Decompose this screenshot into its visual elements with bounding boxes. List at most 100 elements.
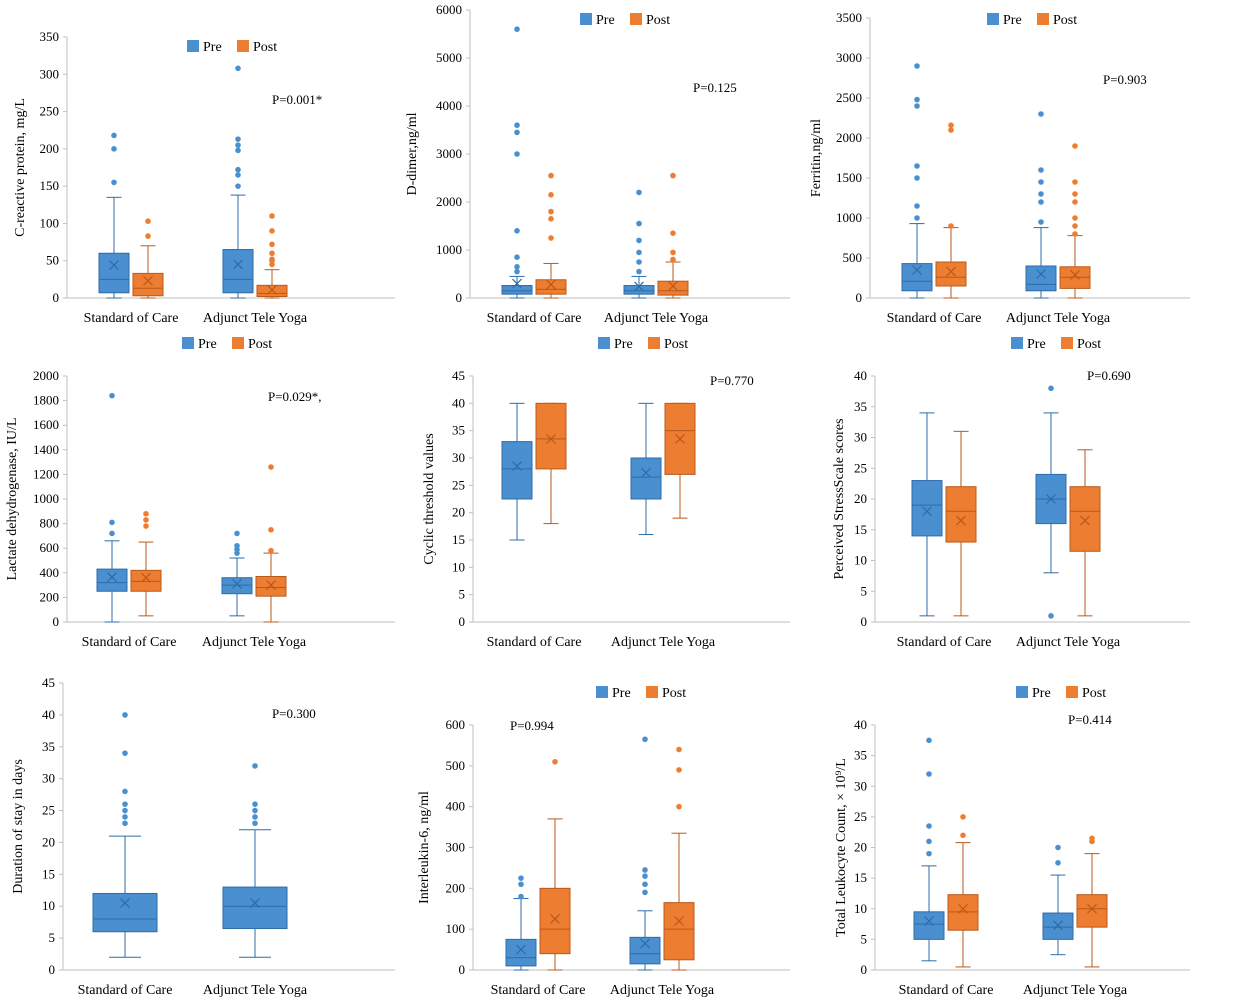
outlier-point xyxy=(145,233,151,239)
legend-label: Pre xyxy=(198,337,217,352)
chart-panel-ldh: 0 200 400 600 800 1000 1200 1400 1600 1800 2000 Lac… xyxy=(5,337,395,650)
legend-swatch-pre xyxy=(1011,337,1023,349)
outlier-point xyxy=(1072,179,1078,185)
mean-marker xyxy=(1070,269,1080,280)
legend-swatch-pre xyxy=(187,40,199,52)
outlier-point xyxy=(948,223,954,229)
legend-swatch-pre xyxy=(598,337,610,349)
box-iqr xyxy=(539,887,571,955)
y-tick-label: 1000 xyxy=(436,242,462,257)
box-iqr xyxy=(222,249,254,294)
outlier-point xyxy=(518,893,524,900)
chart-panel-ct: 0 5 10 15 20 25 30 35 40 45 Cyclic threshold value… xyxy=(422,337,790,650)
legend-swatch-post xyxy=(232,337,244,349)
box-pre xyxy=(92,712,158,958)
y-tick-label: 1500 xyxy=(836,170,862,185)
y-tick-label: 30 xyxy=(854,430,867,445)
outlier-point xyxy=(514,26,520,32)
mean-marker xyxy=(674,916,684,926)
box-pre xyxy=(1025,111,1057,299)
legend-label: Post xyxy=(1053,13,1077,28)
box-iqr xyxy=(98,252,130,294)
box-post xyxy=(1059,143,1091,299)
outlier-point xyxy=(960,814,966,820)
y-tick-label: 300 xyxy=(40,66,60,81)
y-axis-title: Perceived StressScale scores xyxy=(832,419,847,580)
legend-label: Post xyxy=(646,13,670,28)
legend-label: Post xyxy=(1077,337,1101,352)
y-tick-label: 40 xyxy=(42,707,55,722)
box-post xyxy=(256,213,288,299)
outlier-point xyxy=(514,268,520,275)
p-value-label: P=0.300 xyxy=(272,706,316,721)
box-post xyxy=(935,122,967,299)
outlier-point xyxy=(642,889,648,896)
x-category-label: Adjunct Tele Yoga xyxy=(203,311,308,326)
box-pre xyxy=(98,132,130,299)
mean-marker xyxy=(946,266,956,277)
y-tick-label: 10 xyxy=(42,898,55,913)
y-axis-title: Lactate dehydrogenase, IU/L xyxy=(5,418,20,581)
y-tick-label: 30 xyxy=(452,450,465,465)
outlier-point xyxy=(109,392,115,399)
outlier-point xyxy=(1038,111,1044,117)
outlier-point xyxy=(552,758,558,765)
outlier-point xyxy=(111,146,117,152)
box-post xyxy=(130,510,162,617)
y-tick-label: 200 xyxy=(40,141,60,156)
outlier-point xyxy=(252,801,258,807)
box-iqr xyxy=(501,285,533,295)
outlier-point xyxy=(235,65,241,72)
legend: Pre Post xyxy=(598,337,688,352)
outlier-point xyxy=(269,228,275,234)
mean-marker xyxy=(1087,903,1097,914)
outlier-point xyxy=(122,820,128,827)
mean-marker xyxy=(1053,920,1063,931)
y-tick-label: 100 xyxy=(446,921,466,936)
mean-marker xyxy=(958,903,968,914)
box-post xyxy=(664,402,696,519)
outlier-point xyxy=(518,875,524,881)
y-tick-label: 3500 xyxy=(836,10,862,25)
legend-swatch-pre xyxy=(596,686,608,698)
box-iqr xyxy=(629,936,661,965)
box-post xyxy=(1069,449,1101,617)
y-tick-label: 35 xyxy=(854,748,867,763)
box-post xyxy=(945,430,977,617)
legend-swatch-post xyxy=(1037,13,1049,25)
x-category-label: Adjunct Tele Yoga xyxy=(203,983,308,998)
mean-marker xyxy=(956,515,966,526)
y-tick-label: 10 xyxy=(452,559,465,574)
x-category-label: Standard of Care xyxy=(897,635,992,650)
outlier-point xyxy=(514,264,520,270)
outlier-point xyxy=(676,746,682,753)
outlier-point xyxy=(269,241,275,248)
box-post xyxy=(132,218,164,299)
legend-label: Pre xyxy=(596,13,615,28)
y-tick-label: 1000 xyxy=(33,491,59,506)
y-tick-label: 350 xyxy=(40,29,60,44)
outlier-point xyxy=(234,530,240,537)
outlier-point xyxy=(122,801,128,807)
outlier-point xyxy=(914,163,920,169)
y-tick-label: 2000 xyxy=(33,368,59,383)
legend-label: Pre xyxy=(614,337,633,352)
outlier-point xyxy=(642,881,648,888)
legend: Pre Post xyxy=(187,40,277,55)
outlier-point xyxy=(1072,143,1078,149)
y-axis-title: Interleukin-6, ng/ml xyxy=(417,791,432,904)
outlier-point xyxy=(111,132,117,139)
y-tick-label: 0 xyxy=(53,290,60,305)
y-tick-label: 25 xyxy=(854,460,867,475)
box-pre xyxy=(1042,844,1074,956)
mean-marker xyxy=(922,506,932,517)
y-tick-label: 20 xyxy=(42,834,55,849)
outlier-point xyxy=(143,510,149,517)
outlier-point xyxy=(143,523,149,529)
box-iqr xyxy=(901,263,933,292)
outlier-point xyxy=(670,230,676,236)
outlier-point xyxy=(670,172,676,179)
legend-swatch-post xyxy=(648,337,660,349)
box-iqr xyxy=(1042,912,1074,940)
